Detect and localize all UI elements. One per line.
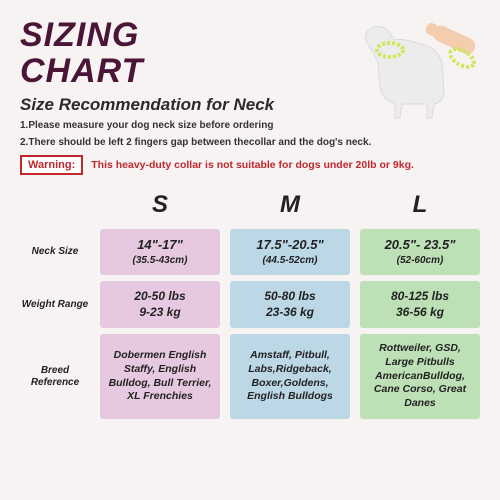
cell-weight-m: 50-80 lbs 23-36 kg [230,281,350,328]
row-label-breed: Breed Reference [20,365,90,389]
neck-sub-l: (52-60cm) [366,254,474,267]
instruction-2: 2.There should be left 2 fingers gap bet… [20,136,480,149]
title-line2: CHART [20,52,143,90]
cell-weight-l: 80-125 lbs 36-56 kg [360,281,480,328]
weight-kg-s: 9-23 kg [106,305,214,321]
weight-lbs-m: 50-80 lbs [236,289,344,305]
cell-breed-l: Rottweiler, GSD, Large Pitbulls American… [360,334,480,418]
col-header-m: M [230,191,350,223]
warning-text: This heavy-duty collar is not suitable f… [91,159,414,172]
cell-neck-l: 20.5"- 23.5" (52-60cm) [360,229,480,275]
neck-sub-s: (35.5-43cm) [106,254,214,267]
cell-breed-m: Amstaff, Pitbull, Labs,Ridgeback, Boxer,… [230,334,350,418]
col-header-s: S [100,191,220,223]
sizing-table: S M L Neck Size 14"-17" (35.5-43cm) 17.5… [20,191,480,418]
neck-main-l: 20.5"- 23.5" [366,237,474,254]
weight-kg-m: 23-36 kg [236,305,344,321]
title-line1: SIZING [20,16,139,54]
weight-kg-l: 36-56 kg [366,305,474,321]
cell-neck-s: 14"-17" (35.5-43cm) [100,229,220,275]
row-label-weight: Weight Range [20,299,90,311]
cell-breed-s: Dobermen English Staffy, English Bulldog… [100,334,220,418]
neck-main-m: 17.5"-20.5" [236,237,344,254]
neck-main-s: 14"-17" [106,237,214,254]
weight-lbs-l: 80-125 lbs [366,289,474,305]
warning-label: Warning: [20,155,83,175]
cell-weight-s: 20-50 lbs 9-23 kg [100,281,220,328]
col-header-l: L [360,191,480,223]
warning-row: Warning: This heavy-duty collar is not s… [20,155,480,175]
neck-sub-m: (44.5-52cm) [236,254,344,267]
weight-lbs-s: 20-50 lbs [106,289,214,305]
dog-measure-illustration [342,8,492,128]
cell-neck-m: 17.5"-20.5" (44.5-52cm) [230,229,350,275]
row-label-neck: Neck Size [20,246,90,258]
